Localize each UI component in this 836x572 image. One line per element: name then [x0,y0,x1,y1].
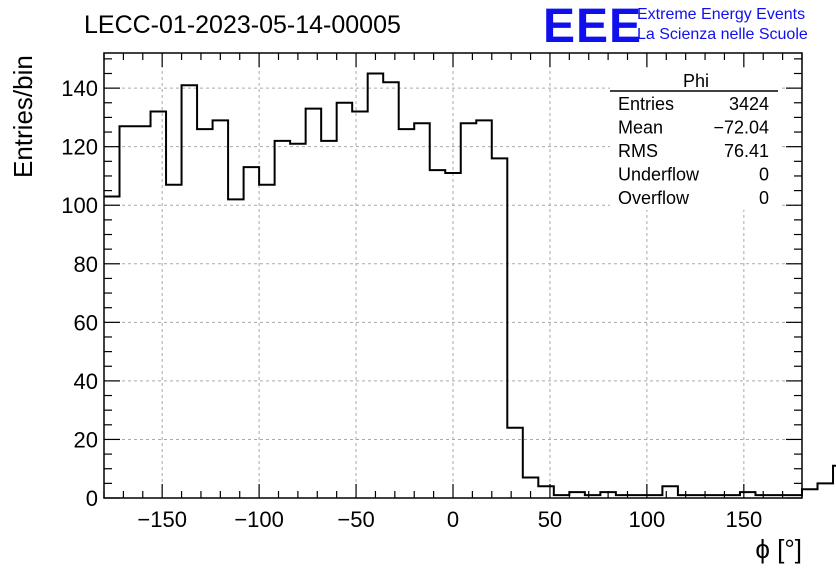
y-tick-label: 20 [74,427,98,452]
histogram-bin [740,492,756,498]
histogram-bin [321,141,337,498]
grid [104,53,802,498]
y-tick-label: 80 [74,252,98,277]
histogram-bin [151,112,167,498]
stats-row-value: 0 [759,188,769,208]
histogram-bin [213,120,229,498]
x-tick-label: −50 [337,507,374,532]
histogram-bin [290,144,306,498]
histogram-bin [259,185,275,498]
histogram-line [104,72,836,497]
logo-line-1: Extreme Energy Events [637,6,805,23]
histogram-bin [166,185,182,498]
y-tick-label: 140 [61,76,98,101]
histogram-bin [507,428,523,498]
chart-title: LECC-01-2023-05-14-00005 [84,11,401,39]
logo-mark: EEE [543,0,642,53]
histogram-bin [569,492,585,498]
histogram-bin [430,170,446,498]
x-tick-label: −100 [234,507,284,532]
stats-row-value: −72.04 [713,118,769,138]
y-tick-label: 120 [61,135,98,160]
x-tick-label: 150 [725,507,762,532]
eee-logo: EEE Extreme Energy Events La Scienza nel… [543,0,808,53]
histogram-bin [399,129,415,498]
histogram-bin [383,82,399,498]
stats-row-value: 76.41 [724,141,769,161]
histogram-bin [135,126,151,498]
histogram-series [104,72,836,498]
stats-row-label: Entries [618,94,674,114]
stats-row-label: Overflow [618,188,690,208]
stats-row-label: Underflow [618,165,700,185]
histogram-bin [461,123,477,498]
histogram-bin [538,486,554,498]
histogram-bin [275,141,291,498]
y-tick-label: 100 [61,193,98,218]
histogram-bin [104,196,120,498]
stats-title: Phi [683,71,709,91]
histogram-bin [244,167,260,498]
stats-box: Phi Entries 3424 Mean −72.04 RMS 76.41 Underfl… [610,68,782,210]
histogram-bin [352,112,368,498]
x-tick-label: 100 [629,507,666,532]
axis-ticks [103,53,803,499]
stats-row-value: 3424 [729,94,769,114]
y-tick-label: 60 [74,310,98,335]
histogram-bin [228,199,244,498]
histogram-bin [492,158,508,498]
histogram-bin [197,129,213,498]
x-tick-label: 0 [447,507,459,532]
histogram-bin [445,173,461,498]
histogram-bin [368,73,384,498]
histogram-bin [802,489,818,498]
histogram-bin [476,120,492,498]
stats-row-label: Mean [618,118,663,138]
x-axis-label: ϕ [°] [755,534,802,564]
x-tick-label: −150 [137,507,187,532]
logo-line-2: La Scienza nelle Scuole [637,26,808,43]
x-tick-label: 50 [538,507,562,532]
y-tick-label: 40 [74,369,98,394]
histogram-bin [337,103,353,498]
histogram-bin [182,85,198,498]
stats-row-value: 0 [759,165,769,185]
y-tick-label: 0 [86,486,98,511]
tick-labels: −150 −100 −50 0 50 100 150 0 20 40 60 80 100 120 140 [61,76,762,532]
histogram-bin [306,109,322,498]
stats-row-label: RMS [618,141,658,161]
histogram-bin [414,123,430,498]
histogram-bin [120,126,136,498]
y-axis-label: Entries/bin [8,55,38,178]
histogram-bin [662,486,678,498]
histogram-bin [818,483,834,498]
